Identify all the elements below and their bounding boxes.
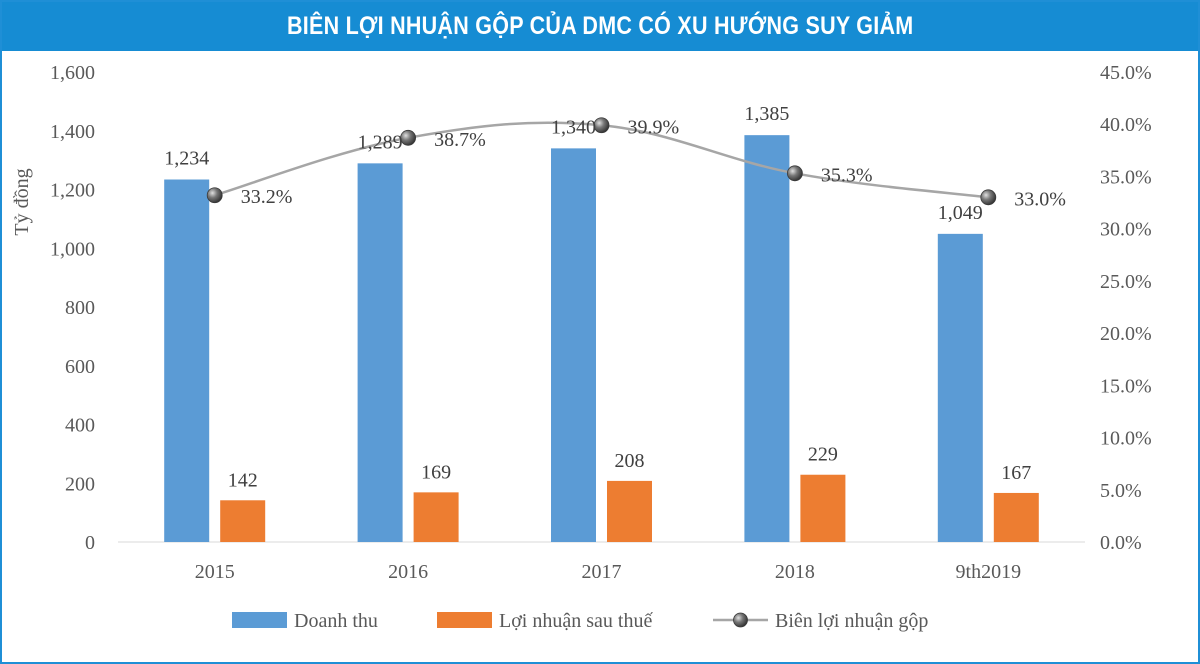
x-tick-label: 2016 bbox=[388, 561, 428, 583]
legend-swatch-bien-marker bbox=[733, 612, 748, 628]
bar-doanh-thu bbox=[357, 163, 403, 542]
data-label-loi-nhuan: 167 bbox=[1001, 462, 1031, 484]
y2-tick-label: 10.0% bbox=[1100, 428, 1152, 450]
marker-bien-loi-nhuan bbox=[980, 189, 997, 206]
legend-swatch-doanh-thu bbox=[232, 612, 287, 628]
data-label-loi-nhuan: 229 bbox=[808, 444, 838, 466]
title-bar: BIÊN LỢI NHUẬN GỘP CỦA DMC CÓ XU HƯỚNG S… bbox=[2, 2, 1198, 51]
y-tick-label: 200 bbox=[65, 473, 95, 495]
bar-loi-nhuan bbox=[993, 492, 1039, 542]
marker-bien-loi-nhuan bbox=[787, 165, 803, 182]
y-tick-label: 0 bbox=[85, 532, 95, 554]
y-tick-label: 400 bbox=[65, 415, 95, 437]
data-label-doanh-thu: 1,289 bbox=[358, 131, 403, 153]
chart-title: BIÊN LỢI NHUẬN GỘP CỦA DMC CÓ XU HƯỚNG S… bbox=[286, 12, 914, 40]
data-label-doanh-thu: 1,340 bbox=[551, 116, 596, 138]
marker-bien-loi-nhuan bbox=[593, 117, 610, 134]
bar-doanh-thu bbox=[164, 179, 210, 542]
bar-doanh-thu bbox=[937, 233, 983, 542]
data-label-bien: 33.2% bbox=[241, 186, 293, 208]
data-label-loi-nhuan: 142 bbox=[228, 469, 258, 491]
y2-tick-label: 0.0% bbox=[1100, 532, 1142, 554]
y-tick-label: 1,600 bbox=[50, 62, 95, 84]
data-label-doanh-thu: 1,385 bbox=[744, 103, 789, 125]
data-label-doanh-thu: 1,049 bbox=[938, 202, 983, 224]
y2-tick-label: 5.0% bbox=[1100, 480, 1142, 502]
legend-swatch-loi-nhuan bbox=[437, 612, 492, 628]
data-label-loi-nhuan: 208 bbox=[615, 450, 645, 472]
y-tick-label: 800 bbox=[65, 297, 95, 319]
data-label-bien: 35.3% bbox=[821, 164, 873, 186]
data-label-bien: 38.7% bbox=[434, 129, 486, 151]
y-tick-label: 1,400 bbox=[50, 121, 95, 143]
legend-label-doanh-thu: Doanh thu bbox=[294, 610, 378, 632]
data-label-doanh-thu: 1,234 bbox=[164, 148, 209, 170]
bar-loi-nhuan bbox=[413, 492, 459, 542]
y-tick-label: 1,000 bbox=[50, 238, 95, 260]
x-tick-label: 2017 bbox=[582, 561, 622, 583]
bar-doanh-thu bbox=[551, 148, 596, 542]
bar-loi-nhuan bbox=[800, 474, 846, 542]
marker-bien-loi-nhuan bbox=[400, 129, 417, 146]
y-axis-title: Tỷ đồng bbox=[11, 168, 33, 235]
y2-tick-label: 30.0% bbox=[1100, 219, 1152, 241]
y2-tick-label: 15.0% bbox=[1100, 375, 1152, 397]
x-tick-label: 2015 bbox=[195, 561, 235, 583]
bar-doanh-thu bbox=[744, 135, 790, 542]
data-label-loi-nhuan: 169 bbox=[421, 461, 451, 483]
legend-label-bien: Biên lợi nhuận gộp bbox=[775, 610, 928, 632]
x-tick-label: 9th2019 bbox=[956, 561, 1022, 583]
y-tick-label: 600 bbox=[65, 356, 95, 378]
y-tick-label: 1,200 bbox=[50, 180, 95, 202]
x-tick-label: 2018 bbox=[775, 561, 815, 583]
data-label-bien: 33.0% bbox=[1014, 188, 1066, 210]
data-label-bien: 39.9% bbox=[628, 116, 680, 138]
y2-tick-label: 45.0% bbox=[1100, 62, 1152, 84]
marker-bien-loi-nhuan bbox=[206, 187, 223, 204]
bar-loi-nhuan bbox=[220, 500, 266, 542]
y2-tick-label: 20.0% bbox=[1100, 323, 1152, 345]
y2-tick-label: 40.0% bbox=[1100, 114, 1152, 136]
y2-tick-label: 35.0% bbox=[1100, 166, 1152, 188]
legend-label-loi-nhuan: Lợi nhuận sau thuế bbox=[499, 610, 653, 632]
y2-tick-label: 25.0% bbox=[1100, 271, 1152, 293]
bar-loi-nhuan bbox=[607, 480, 652, 542]
